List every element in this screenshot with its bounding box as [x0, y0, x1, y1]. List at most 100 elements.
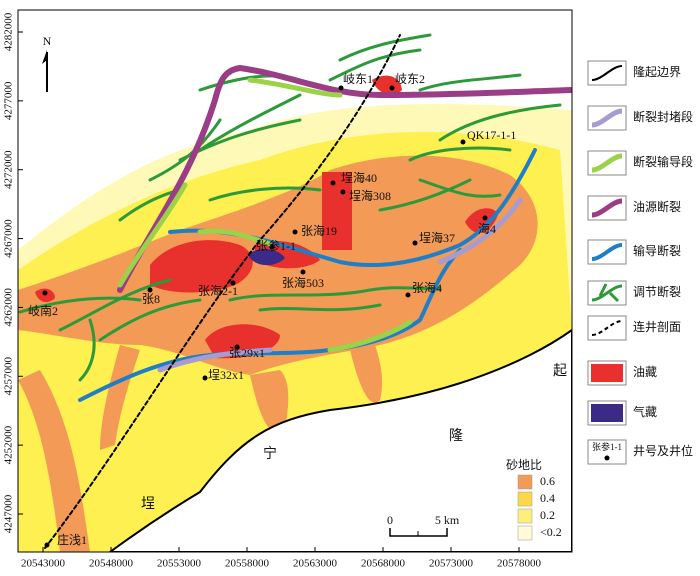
well-dot: [269, 244, 275, 250]
legend-icon: [591, 65, 623, 81]
y-tick-label: 4282000: [3, 12, 15, 51]
legend-label: 井号及井位: [633, 443, 693, 458]
sand-label: <0.2: [540, 525, 562, 539]
scale-end: 5 km: [435, 513, 460, 527]
sealing-segment: [157, 197, 523, 373]
legend-icon: [591, 320, 623, 336]
x-tick-label: 20563000: [293, 558, 338, 570]
well-dot: [147, 287, 153, 293]
y-tick-label: 4267000: [3, 219, 15, 258]
well-tie-section: [44, 34, 401, 549]
well-label: 埕海37: [419, 230, 455, 245]
gas-reservoir: [248, 248, 285, 266]
y-tick-label: 4277000: [3, 81, 15, 120]
legend-icon: [591, 284, 623, 302]
well-dot: [412, 240, 418, 246]
x-tick-label: 20568000: [361, 558, 406, 570]
y-tick-label: 4247000: [3, 494, 15, 533]
legend-well-sample: 张参1-1: [592, 441, 622, 452]
legend-label: 断裂封堵段: [633, 109, 693, 124]
x-tick-label: 20558000: [225, 558, 270, 570]
well-label: 张参1-1: [256, 238, 296, 253]
well-dot: [42, 290, 48, 296]
well-dot: [340, 189, 346, 195]
oil-reservoirs: [35, 75, 498, 359]
legend-icon-box: [587, 439, 627, 465]
well-label: 埕海308: [349, 188, 391, 203]
y-tick-label: 4262000: [3, 288, 15, 327]
y-tick-label: 4272000: [3, 150, 15, 189]
y-tick-label: 4252000: [3, 425, 15, 464]
well-dot: [389, 85, 395, 91]
scale-start: 0: [387, 513, 393, 527]
legend-icon: [591, 404, 623, 422]
well-dot: [482, 215, 488, 221]
well-label: 张29x1: [229, 346, 265, 360]
region-label: 起: [553, 363, 567, 379]
north-arrow: N: [42, 34, 52, 92]
sand-label: 0.2: [540, 508, 555, 522]
oil-source-fault: [117, 65, 572, 293]
region-label: 隆: [449, 428, 463, 444]
well-label: 岐东2: [395, 72, 425, 86]
well-label: 庄浅1: [57, 532, 87, 547]
legend-label: 气藏: [633, 404, 657, 419]
conducting-segment: [117, 182, 188, 288]
conduit-fault: [78, 248, 462, 402]
well-dot: [202, 375, 208, 381]
well-label: 张海19: [301, 223, 337, 238]
conducting-segment: [247, 77, 343, 98]
well-dot: [330, 180, 336, 186]
map-area: 岐东1 岐东2 QK17-1-1 埕海40 埕海308 张海19 张参1-1 埕海37 海4 张海…: [18, 10, 572, 552]
x-tick-label: 20578000: [497, 558, 542, 570]
sand-label: 0.4: [540, 491, 555, 505]
legend-label: 连井剖面: [633, 319, 681, 334]
well-dot: [230, 280, 236, 286]
legend-well-dot: [604, 455, 610, 461]
conducting-segment: [197, 228, 413, 353]
well-label: 张海503: [282, 275, 324, 290]
x-tick-label: 20573000: [429, 558, 474, 570]
region-label: 宁: [263, 445, 277, 462]
sand-legend-title: 砂地比: [506, 458, 542, 472]
legend-icon: [591, 198, 623, 218]
x-tick-label: 20548000: [89, 558, 134, 570]
well-label: 埕32x1: [208, 368, 244, 382]
legend-label: 输导断裂: [633, 243, 681, 258]
well-label: 岐南2: [28, 303, 58, 318]
well-label: 海4: [478, 221, 496, 236]
y-tick-label: 4257000: [3, 357, 15, 396]
sand-swatch: [517, 525, 533, 541]
map-frame: [17, 9, 573, 553]
legend-icon: [598, 283, 620, 303]
adjust-faults: [18, 33, 562, 382]
north-arrow-head: [42, 50, 47, 64]
well-dot: [300, 269, 306, 275]
well-dot: [44, 542, 50, 548]
well-label: 岐东1: [343, 72, 373, 86]
uplift-area: [108, 328, 572, 552]
legend-label: 断裂输导段: [633, 154, 693, 169]
sand-label: 0.6: [540, 474, 555, 488]
well-label: 张海2-1: [198, 283, 238, 298]
well-label: QK17-1-1: [467, 128, 516, 142]
well-dot: [292, 229, 298, 235]
sand-swatch: [517, 491, 533, 507]
well-label: 埕海40: [341, 170, 377, 185]
well-dot: [405, 292, 411, 298]
legend-label: 调节断裂: [633, 284, 681, 299]
x-tick-label: 20553000: [157, 558, 202, 570]
scale-bar: 0 5 km: [387, 513, 460, 537]
sand-swatch: [517, 474, 533, 490]
legend-label: 隆起边界: [633, 64, 681, 79]
well-label: 张海4: [412, 280, 442, 295]
well-dot: [234, 344, 240, 350]
region-label: 埕: [141, 496, 155, 512]
sand-high-fans: [18, 345, 383, 552]
x-tick-label: 20543000: [21, 558, 66, 570]
well-label: 张8: [142, 292, 160, 306]
legend-icon: [591, 243, 623, 261]
legend-label: 油藏: [633, 365, 657, 379]
